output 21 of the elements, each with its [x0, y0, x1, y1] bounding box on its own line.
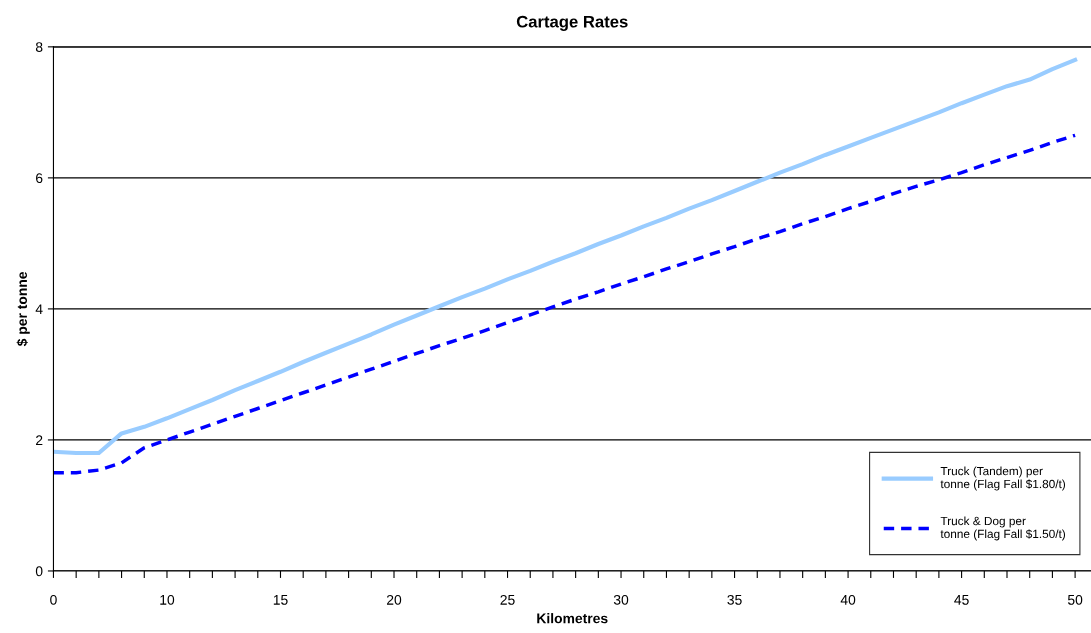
y-axis-title: $ per tonne [16, 271, 30, 347]
chart-title: Cartage Rates [516, 15, 628, 31]
x-tick-label: 35 [727, 594, 742, 605]
y-tick-label: 8 [35, 42, 43, 53]
y-tick-label: 2 [36, 435, 43, 445]
x-tick-label: 15 [273, 595, 288, 605]
y-tick-label: 0 [35, 566, 43, 577]
legend-label: Truck (Tandem) per tonne (Flag Fall $1.80/t) [940, 466, 1066, 491]
x-tick-label: 45 [954, 595, 969, 605]
x-tick-label: 20 [386, 594, 402, 605]
x-tick-label: 25 [500, 594, 515, 605]
legend-label: Truck & Dog per tonne (Flag Fall $1.50/t) [940, 516, 1066, 541]
x-tick-label: 0 [50, 594, 57, 605]
x-tick-label: 30 [613, 594, 629, 605]
y-tick-label: 6 [36, 173, 43, 184]
x-tick-label: 40 [840, 594, 856, 605]
x-axis-title: Kilometres [537, 613, 608, 624]
x-tick-label: 10 [160, 594, 175, 605]
x-tick-label: 50 [1067, 594, 1083, 605]
line-series [53, 57, 1078, 456]
y-tick-label: 4 [35, 304, 43, 314]
